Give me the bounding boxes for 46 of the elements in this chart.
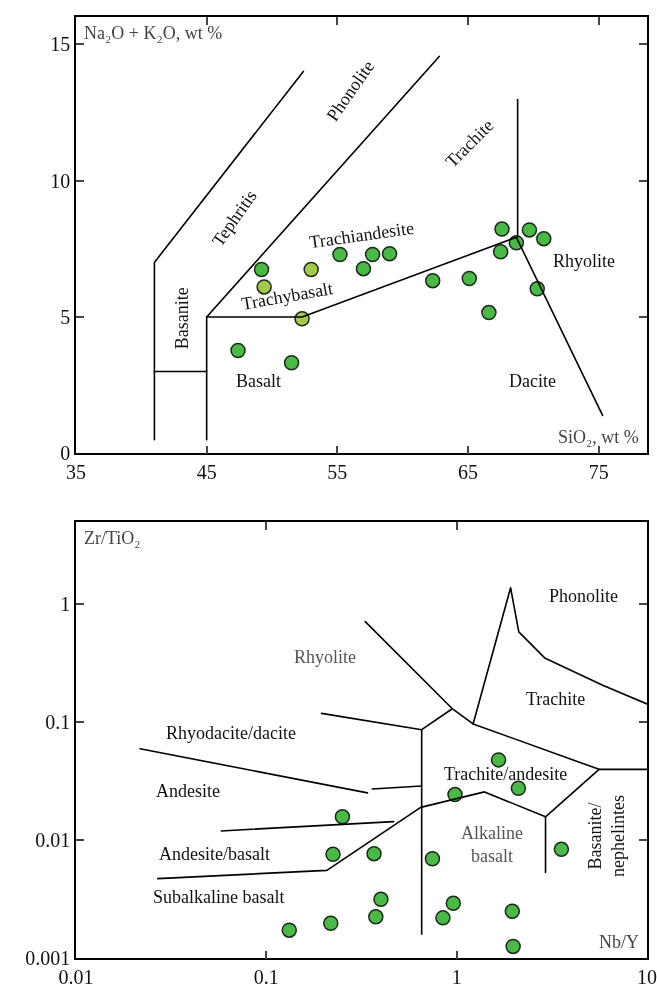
annotation: Trachite/andesite [444, 764, 568, 784]
x-axis-title: SiO₂, wt % [558, 427, 639, 447]
point [283, 355, 300, 371]
y-tick-label: 0.001 [25, 947, 71, 970]
point [461, 270, 478, 287]
point [303, 261, 319, 278]
x-tick-label: 55 [327, 461, 348, 484]
x-tick-label: 45 [196, 461, 217, 484]
annotation: Andesite [156, 781, 220, 801]
annotation: Phonolite [549, 586, 619, 606]
point [481, 304, 497, 321]
y-axis-title: Na₂O + K₂O, wt % [84, 23, 223, 43]
annotation: Rhyolite [553, 251, 616, 271]
annotation: Basalt [236, 371, 281, 391]
annotation: Alkaline basalt [461, 823, 523, 867]
point [521, 222, 538, 238]
point [536, 230, 552, 247]
y-tick-label: 1 [60, 593, 71, 616]
annotation: Rhyolite [294, 647, 357, 667]
y-tick-label: 10 [50, 169, 71, 192]
x-tick-label: 75 [588, 461, 609, 484]
point [424, 272, 441, 289]
x-tick-label: 65 [457, 461, 478, 484]
point [253, 261, 270, 278]
point [492, 243, 509, 260]
annotation: Andesite/basalt [159, 844, 270, 864]
point [355, 260, 372, 277]
annotation: Trachybasalt [239, 278, 335, 314]
x-axis-title: Nb/Y [599, 932, 639, 952]
annotation: Basanite [172, 287, 193, 350]
x-tick-label: 10 [637, 966, 657, 989]
annotation: Trachiandesite [308, 217, 416, 253]
annotation: Rhyodacite/dacite [166, 723, 296, 743]
x-tick-label: 0.1 [253, 966, 279, 989]
y-tick-label: 0.1 [45, 711, 71, 734]
annotation: Basanite/ nephelintes [584, 794, 629, 877]
point [494, 221, 510, 237]
annotation: Dacite [509, 371, 556, 391]
y-tick-label: 0.01 [35, 829, 71, 852]
y-axis-title: Zr/TiO₂ [84, 528, 141, 548]
point [230, 342, 246, 359]
y-tick-label: 15 [50, 33, 71, 56]
annotation: Trachite [526, 689, 586, 709]
x-tick-label: 1 [451, 966, 462, 989]
y-tick-label: 5 [60, 305, 71, 328]
annotation: Subalkaline basalt [153, 887, 285, 907]
